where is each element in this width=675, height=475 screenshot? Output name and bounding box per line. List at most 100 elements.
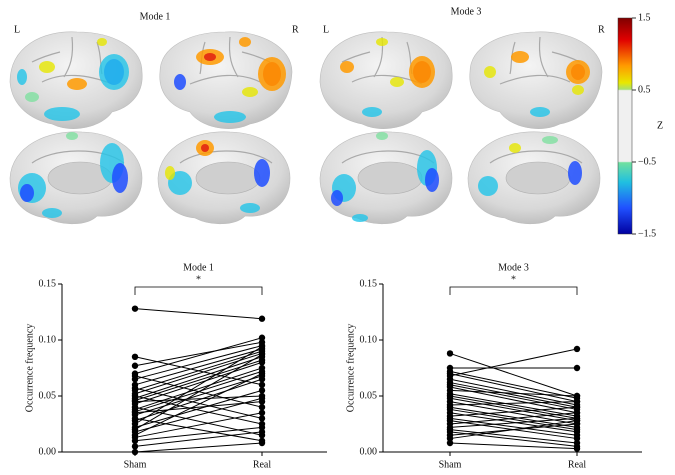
pair-line (134, 395, 263, 403)
pair-line (449, 442, 578, 450)
data-point (258, 439, 266, 447)
significance-bracket (449, 286, 578, 295)
data-point (258, 387, 266, 394)
x-tick-label: Real (253, 459, 272, 470)
data-point (573, 445, 581, 452)
data-point (131, 305, 139, 312)
data-point (131, 362, 139, 369)
pair-line (449, 378, 578, 406)
y-tick-label: 0.00 (360, 446, 378, 457)
y-tick-label: 0.15 (360, 278, 378, 289)
data-point (446, 439, 454, 447)
data-point (573, 409, 581, 416)
pair-line (449, 373, 578, 403)
pair-line (449, 417, 578, 428)
pair-line (449, 412, 578, 433)
data-point (258, 315, 266, 322)
data-point (131, 443, 139, 450)
data-point (258, 334, 266, 341)
data-point (258, 428, 266, 436)
brain-lateral-right (159, 31, 293, 130)
colorbar-tick-label: −1.5 (638, 228, 656, 239)
pair-line (134, 426, 263, 442)
pair-line (449, 370, 578, 399)
brain-lateral-left (9, 31, 143, 130)
pair-line (134, 442, 263, 453)
pair-line (134, 406, 263, 436)
pair-line (449, 412, 578, 425)
pair-line (449, 429, 578, 444)
x-tick-label: Sham (439, 459, 462, 470)
chart-title: Mode 1 (183, 262, 214, 273)
y-axis-label: Occurrence frequency (24, 324, 35, 413)
brain-lateral-right (469, 31, 603, 130)
panel-title: Mode 1 (140, 11, 171, 22)
significance-bracket (134, 286, 263, 295)
data-point (446, 435, 454, 442)
y-axis-label: Occurrence frequency (345, 324, 356, 413)
y-tick-label: 0.10 (360, 334, 378, 345)
pair-line (449, 393, 578, 417)
pair-line (449, 389, 578, 397)
data-point (258, 395, 266, 402)
pair-line (449, 384, 578, 410)
pair-line (134, 375, 263, 416)
data-point (573, 417, 581, 424)
data-point (258, 376, 266, 383)
data-point (573, 435, 581, 442)
pair-line (134, 412, 263, 438)
data-point (131, 448, 139, 456)
data-point (258, 370, 266, 377)
pair-line (134, 361, 263, 405)
data-point (258, 351, 266, 358)
pair-line (134, 356, 263, 399)
significance-label: * (196, 274, 201, 285)
hemisphere-label: L (323, 24, 329, 35)
pair-line (134, 308, 263, 320)
pair-line (449, 348, 578, 377)
brain-panel: Mode 3 L R (319, 6, 605, 225)
pair-line (449, 420, 578, 440)
pair-line (134, 373, 263, 436)
pair-line (134, 397, 263, 433)
brain-lateral-left (319, 31, 453, 130)
data-point (573, 404, 581, 411)
pair-line (134, 337, 263, 375)
pair-line (134, 346, 263, 425)
chart: 0.00 0.05 0.10 0.15 Sham Real Mode 1 Occurrence… (24, 262, 327, 470)
y-tick-label: 0.10 (39, 334, 57, 345)
pair-line (449, 406, 578, 417)
pair-line (134, 354, 263, 431)
data-point (258, 359, 266, 366)
data-point (258, 409, 266, 416)
data-point (131, 353, 139, 360)
hemisphere-label: R (292, 24, 299, 35)
pair-line (134, 345, 263, 380)
panel-title: Mode 3 (451, 6, 482, 17)
data-point (131, 376, 139, 383)
data-point (573, 398, 581, 405)
data-point (573, 364, 581, 372)
pair-line (134, 350, 263, 391)
y-tick-label: 0.05 (360, 390, 378, 401)
data-point (573, 345, 581, 353)
pair-line (134, 341, 263, 367)
pair-line (449, 382, 578, 408)
pair-line (134, 417, 263, 442)
hemisphere-label: L (14, 24, 20, 35)
data-point (131, 437, 139, 444)
x-tick-label: Real (568, 459, 587, 470)
pair-line (134, 348, 263, 386)
chart: 0.00 0.05 0.10 0.15 Sham Real Mode 3 Occurrence… (345, 262, 642, 470)
brain-panel: Mode 1 L R (9, 11, 299, 225)
y-tick-label: 0.15 (39, 278, 57, 289)
x-tick-label: Sham (124, 459, 147, 470)
data-point (573, 392, 581, 400)
data-point (258, 424, 266, 431)
brain-medial-right (467, 131, 601, 225)
pair-line (134, 389, 263, 428)
data-point (258, 381, 266, 388)
brain-medial-right (157, 131, 291, 225)
pair-line (134, 431, 263, 447)
